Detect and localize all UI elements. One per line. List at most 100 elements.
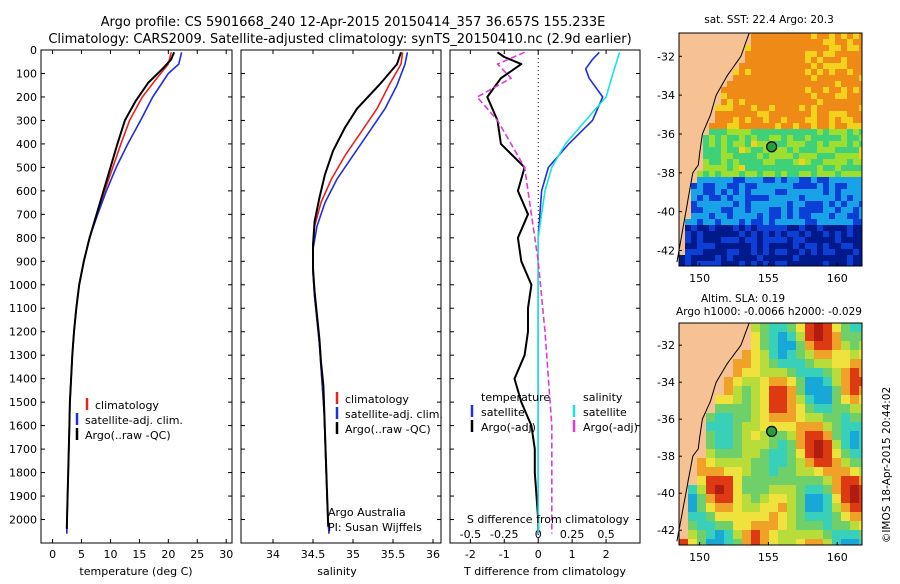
map-cell <box>841 117 847 123</box>
map-cell <box>829 231 835 237</box>
map-cell <box>859 249 862 255</box>
map-cell <box>781 171 787 177</box>
map-cell <box>787 323 796 332</box>
map-cell <box>835 213 841 219</box>
map-cell <box>739 171 745 177</box>
map-cell <box>763 183 769 189</box>
map-cell <box>733 135 739 141</box>
map-cell <box>733 93 739 99</box>
map-cell <box>757 45 763 51</box>
map-cell <box>778 467 787 476</box>
map-cell <box>823 350 832 359</box>
map-cell <box>817 51 823 57</box>
map-cell <box>805 117 811 123</box>
map-cell <box>781 57 787 63</box>
map-cell <box>691 93 697 99</box>
map-cell <box>847 207 853 213</box>
map-cell <box>787 93 793 99</box>
legend-heading-salinity: salinity <box>583 391 623 404</box>
map-cell <box>859 243 862 249</box>
map-cell <box>691 231 697 237</box>
map-cell <box>859 57 862 63</box>
sla-map-frame <box>678 322 863 546</box>
map-cell <box>817 75 823 81</box>
map-cell <box>697 404 706 413</box>
map-cell <box>811 129 817 135</box>
map-cell <box>781 51 787 57</box>
map-cell <box>733 81 739 87</box>
map-cell <box>769 165 775 171</box>
map-cell <box>769 87 775 93</box>
map-cell <box>823 237 829 243</box>
map-cell <box>679 431 688 440</box>
map-cell <box>697 165 703 171</box>
map-cell <box>739 183 745 189</box>
map-cell <box>739 243 745 249</box>
map-cell <box>697 117 703 123</box>
map-cell <box>760 458 769 467</box>
map-cell <box>679 45 685 51</box>
map-cell <box>799 249 805 255</box>
map-cell <box>706 404 715 413</box>
map-cell <box>733 201 739 207</box>
map-cell <box>679 377 688 386</box>
map-cell <box>715 117 721 123</box>
sla-map-title2: Argo h1000: -0.0066 h2000: -0.029 <box>676 306 862 318</box>
map-cell <box>763 39 769 45</box>
map-cell <box>751 449 760 458</box>
map-cell <box>760 377 769 386</box>
map-cell <box>859 51 862 57</box>
map-cell <box>721 195 727 201</box>
map-cell <box>811 105 817 111</box>
map-cell <box>793 195 799 201</box>
map-cell <box>817 147 823 153</box>
map-cell <box>727 201 733 207</box>
map-cell <box>841 51 847 57</box>
map-cell <box>853 237 859 243</box>
map-cell <box>751 359 760 368</box>
map-cell <box>685 207 691 213</box>
map-cell <box>733 404 742 413</box>
map-cell <box>859 207 862 213</box>
map-cell <box>778 377 787 386</box>
map-cell <box>823 243 829 249</box>
map-cell <box>775 189 781 195</box>
map-cell <box>751 81 757 87</box>
s-tick-label: 0.25 <box>560 528 585 541</box>
map-cell <box>829 261 835 266</box>
map-cell <box>685 33 691 39</box>
map-cell <box>685 105 691 111</box>
map-cell <box>703 45 709 51</box>
map-cell <box>715 87 721 93</box>
map-cell <box>769 123 775 129</box>
map-cell <box>742 512 751 521</box>
map-cell <box>739 147 745 153</box>
map-cell <box>715 99 721 105</box>
map-cell <box>859 521 862 530</box>
map-cell <box>850 521 859 530</box>
map-cell <box>859 512 862 521</box>
map-cell <box>757 87 763 93</box>
map-cell <box>688 530 697 539</box>
map-cell <box>703 75 709 81</box>
map-cell <box>721 261 727 266</box>
map-cell <box>829 243 835 249</box>
map-cell <box>763 129 769 135</box>
map-cell <box>709 51 715 57</box>
map-cell <box>721 57 727 63</box>
map-cell <box>841 377 850 386</box>
map-cell <box>709 39 715 45</box>
map-cell <box>787 153 793 159</box>
map-cell <box>745 111 751 117</box>
map-cell <box>763 237 769 243</box>
map-cell <box>685 219 691 225</box>
map-cell <box>769 237 775 243</box>
map-cell <box>799 225 805 231</box>
map-cell <box>850 494 859 503</box>
map-cell <box>685 201 691 207</box>
map-cell <box>757 135 763 141</box>
map-cell <box>703 81 709 87</box>
map-cell <box>715 231 721 237</box>
map-y-tick-label: -36 <box>657 413 675 426</box>
map-cell <box>691 165 697 171</box>
